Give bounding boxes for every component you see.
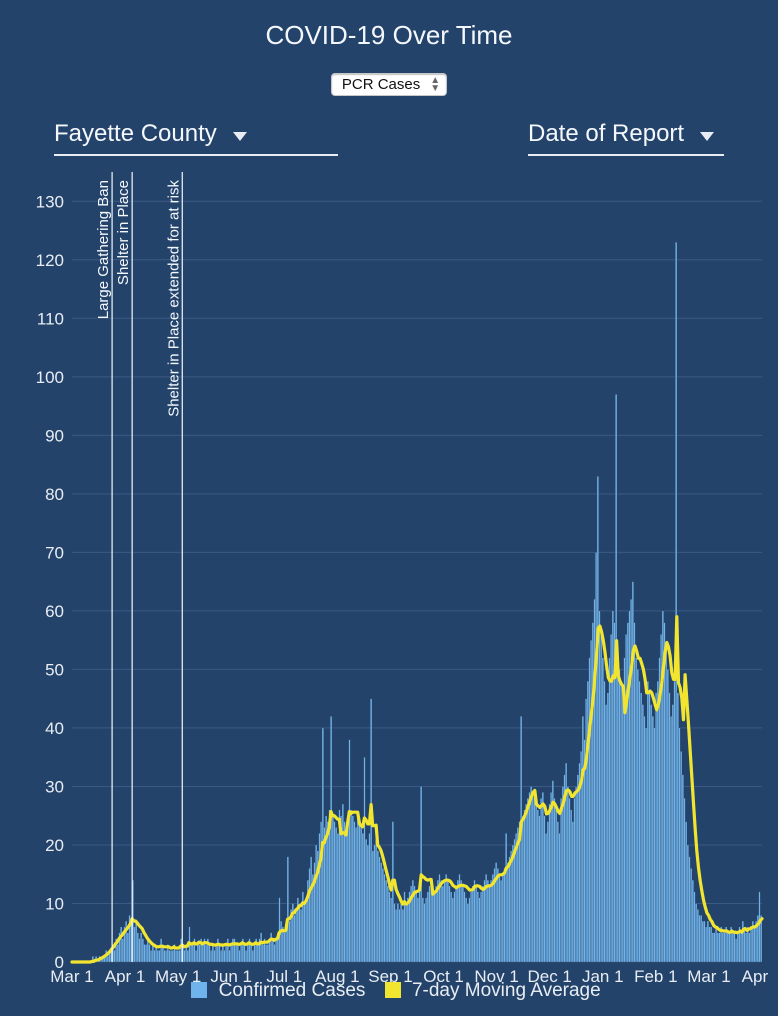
legend-label-ma: 7-day Moving Average <box>412 980 601 1001</box>
county-dropdown[interactable]: Fayette County <box>54 120 338 156</box>
legend-swatch-confirmed <box>191 982 207 998</box>
date-dropdown[interactable]: Date of Report <box>528 120 724 156</box>
svg-text:110: 110 <box>37 309 64 328</box>
svg-text:10: 10 <box>45 894 64 913</box>
select-arrows-icon: ▲▼ <box>430 77 440 93</box>
case-selector-label: PCR Cases <box>342 76 420 93</box>
county-dropdown-label: Fayette County <box>54 120 217 148</box>
chevron-down-icon <box>233 132 247 141</box>
case-selector-wrap: PCR Cases ▲▼ <box>0 73 778 96</box>
date-dropdown-label: Date of Report <box>528 120 684 148</box>
svg-text:Shelter in Place extended for: Shelter in Place extended for at risk <box>165 180 182 417</box>
svg-text:30: 30 <box>45 777 64 796</box>
svg-text:120: 120 <box>36 251 64 270</box>
dropdown-row: Fayette County Date of Report <box>0 120 778 156</box>
svg-text:80: 80 <box>45 485 64 504</box>
legend-swatch-ma <box>385 982 401 998</box>
svg-text:50: 50 <box>45 660 64 679</box>
svg-text:40: 40 <box>45 719 64 738</box>
legend: Confirmed Cases 7-day Moving Average <box>0 980 778 1002</box>
svg-text:20: 20 <box>45 836 64 855</box>
page-title: COVID-19 Over Time <box>0 0 778 51</box>
svg-text:130: 130 <box>36 192 64 211</box>
svg-text:Shelter in Place: Shelter in Place <box>115 180 132 285</box>
chevron-down-icon <box>700 132 714 141</box>
svg-text:60: 60 <box>45 602 64 621</box>
page: COVID-19 Over Time PCR Cases ▲▼ Fayette … <box>0 0 778 1016</box>
svg-text:70: 70 <box>45 543 64 562</box>
svg-text:Large Gathering Ban: Large Gathering Ban <box>95 180 112 319</box>
legend-label-confirmed: Confirmed Cases <box>219 980 366 1001</box>
svg-text:100: 100 <box>36 368 64 387</box>
covid-chart: 0102030405060708090100110120130Large Gat… <box>20 172 768 992</box>
case-selector[interactable]: PCR Cases ▲▼ <box>331 73 447 96</box>
svg-text:90: 90 <box>45 426 64 445</box>
